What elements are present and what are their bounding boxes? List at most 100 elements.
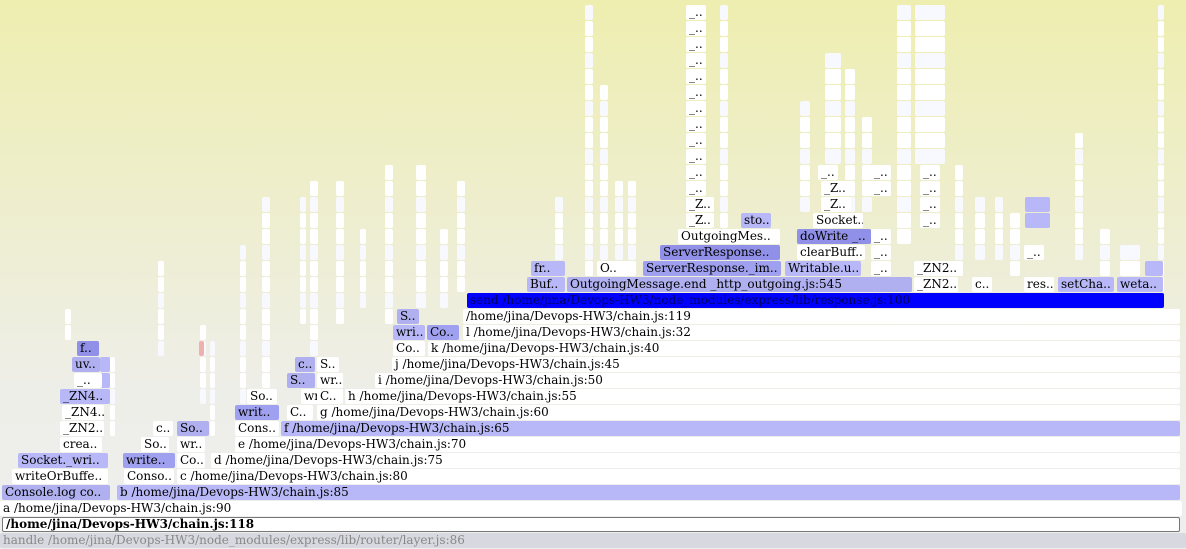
frame[interactable]: _.. xyxy=(686,5,706,20)
frame[interactable]: write.. xyxy=(123,453,175,468)
frame[interactable]: _ZN4.. xyxy=(62,405,104,420)
frame[interactable]: So.. xyxy=(177,421,209,436)
frame[interactable]: handle /home/jina/Devops-HW3/node_module… xyxy=(0,533,1186,548)
frame[interactable]: _.. xyxy=(686,149,706,164)
frame[interactable]: g /home/jina/Devops-HW3/chain.js:60 xyxy=(317,405,1180,420)
frame[interactable]: /home/jina/Devops-HW3/chain.js:119 xyxy=(463,309,1180,324)
frame[interactable]: _ZN2.. xyxy=(60,421,104,436)
frame[interactable]: e /home/jina/Devops-HW3/chain.js:70 xyxy=(235,437,1180,452)
frame[interactable]: _ZN4.. xyxy=(60,389,108,404)
frame[interactable]: Console.log co.. xyxy=(2,485,110,500)
frame[interactable]: Socket.. xyxy=(813,213,863,228)
frame[interactable]: uv.. xyxy=(72,357,100,372)
frame[interactable]: _.. xyxy=(686,37,706,52)
frame[interactable]: _.. xyxy=(818,165,838,180)
frame[interactable]: d /home/jina/Devops-HW3/chain.js:75 xyxy=(211,453,1180,468)
frame[interactable]: OutgoingMes.. xyxy=(678,229,778,244)
frame[interactable]: Conso.. xyxy=(124,469,174,484)
frame[interactable]: _.. xyxy=(920,213,940,228)
frame[interactable]: OutgoingMessage.end _http_outgoing.js:54… xyxy=(567,277,912,292)
frame xyxy=(615,229,623,244)
frame[interactable]: c /home/jina/Devops-HW3/chain.js:80 xyxy=(177,469,1180,484)
frame[interactable]: _.. xyxy=(686,165,706,180)
frame[interactable]: _.. xyxy=(871,181,891,196)
frame[interactable]: _ZN2.. xyxy=(914,261,958,276)
frame[interactable]: _.. xyxy=(686,69,706,84)
frame[interactable]: So.. xyxy=(141,437,169,452)
frame xyxy=(158,341,164,356)
frame[interactable]: Buf.. xyxy=(527,277,565,292)
frame[interactable]: _.. xyxy=(686,133,706,148)
frame xyxy=(1025,197,1050,212)
frame[interactable]: weta.. xyxy=(1117,277,1163,292)
frame[interactable]: crea.. xyxy=(60,437,102,452)
frame[interactable]: _.. xyxy=(1024,245,1044,260)
frame[interactable]: b /home/jina/Devops-HW3/chain.js:85 xyxy=(117,485,1180,500)
frame[interactable]: _.. xyxy=(686,181,706,196)
frame[interactable]: _Z.. xyxy=(686,197,714,212)
frame[interactable]: doWrite _.. xyxy=(797,229,871,244)
frame[interactable]: k /home/jina/Devops-HW3/chain.js:40 xyxy=(428,341,1180,356)
frame xyxy=(1158,117,1164,132)
frame xyxy=(845,85,855,100)
frame[interactable]: _Z.. xyxy=(686,213,714,228)
frame[interactable]: sto.. xyxy=(741,213,771,228)
frame[interactable]: ServerResponse.. xyxy=(660,245,780,260)
frame xyxy=(995,245,1003,260)
frame[interactable]: Cons.. xyxy=(235,421,279,436)
frame xyxy=(615,245,623,260)
frame[interactable]: _.. xyxy=(686,101,706,116)
frame[interactable]: h /home/jina/Devops-HW3/chain.js:55 xyxy=(345,389,1180,404)
frame[interactable]: _.. xyxy=(920,197,940,212)
frame[interactable]: _.. xyxy=(871,165,891,180)
frame[interactable]: f /home/jina/Devops-HW3/chain.js:65 xyxy=(281,421,1180,436)
frame[interactable]: S.. xyxy=(317,357,339,372)
frame[interactable]: _.. xyxy=(686,117,706,132)
frame[interactable]: a /home/jina/Devops-HW3/chain.js:90 xyxy=(0,501,1182,516)
frame[interactable]: O.. xyxy=(597,261,631,276)
frame[interactable]: /home/jina/Devops-HW3/chain.js:118 xyxy=(2,517,1180,532)
frame[interactable]: _.. xyxy=(871,245,891,260)
frame[interactable]: clearBuff.. xyxy=(797,245,865,260)
frame[interactable]: Writable.u.. xyxy=(785,261,861,276)
frame[interactable]: ServerResponse._im.. xyxy=(643,261,781,276)
frame[interactable]: _.. xyxy=(686,53,706,68)
frame[interactable]: _.. xyxy=(74,373,102,388)
frame[interactable]: wri.. xyxy=(393,325,425,340)
frame[interactable]: _ZN2.. xyxy=(914,277,958,292)
frame xyxy=(210,373,215,388)
frame[interactable]: j /home/jina/Devops-HW3/chain.js:45 xyxy=(392,357,1180,372)
frame[interactable]: f.. xyxy=(77,341,99,356)
frame[interactable]: c.. xyxy=(153,421,173,436)
frame[interactable]: wr.. xyxy=(177,437,205,452)
frame[interactable]: S.. xyxy=(397,309,419,324)
frame[interactable]: _.. xyxy=(686,21,706,36)
frame[interactable]: l /home/jina/Devops-HW3/chain.js:32 xyxy=(463,325,1180,340)
frame[interactable]: setCha.. xyxy=(1058,277,1114,292)
frame[interactable]: i /home/jina/Devops-HW3/chain.js:50 xyxy=(375,373,1180,388)
frame[interactable]: Co.. xyxy=(393,341,425,356)
frame[interactable]: fr.. xyxy=(531,261,565,276)
frame[interactable]: _Z.. xyxy=(821,181,851,196)
frame[interactable]: Co.. xyxy=(177,453,205,468)
frame[interactable]: Socket._wri.. xyxy=(18,453,108,468)
frame[interactable]: c.. xyxy=(972,277,992,292)
frame[interactable]: _.. xyxy=(920,165,940,180)
frame[interactable]: writ.. xyxy=(235,405,279,420)
frame[interactable]: res.. xyxy=(1024,277,1054,292)
frame[interactable]: C.. xyxy=(287,405,313,420)
frame[interactable]: send /home/jina/Devops-HW3/node_modules/… xyxy=(467,293,1164,308)
frame xyxy=(800,117,810,132)
frame[interactable]: _.. xyxy=(871,229,891,244)
frame[interactable]: _.. xyxy=(686,85,706,100)
frame[interactable]: C.. xyxy=(317,389,343,404)
frame[interactable]: c.. xyxy=(295,357,315,372)
frame[interactable]: writeOrBuffe.. xyxy=(12,469,108,484)
frame[interactable]: _Z.. xyxy=(821,197,851,212)
frame[interactable]: _.. xyxy=(920,181,940,196)
frame[interactable]: wr.. xyxy=(317,373,343,388)
frame[interactable]: So.. xyxy=(247,389,277,404)
frame[interactable]: S.. xyxy=(287,373,315,388)
frame[interactable]: _.. xyxy=(871,261,891,276)
frame[interactable]: Co.. xyxy=(427,325,459,340)
